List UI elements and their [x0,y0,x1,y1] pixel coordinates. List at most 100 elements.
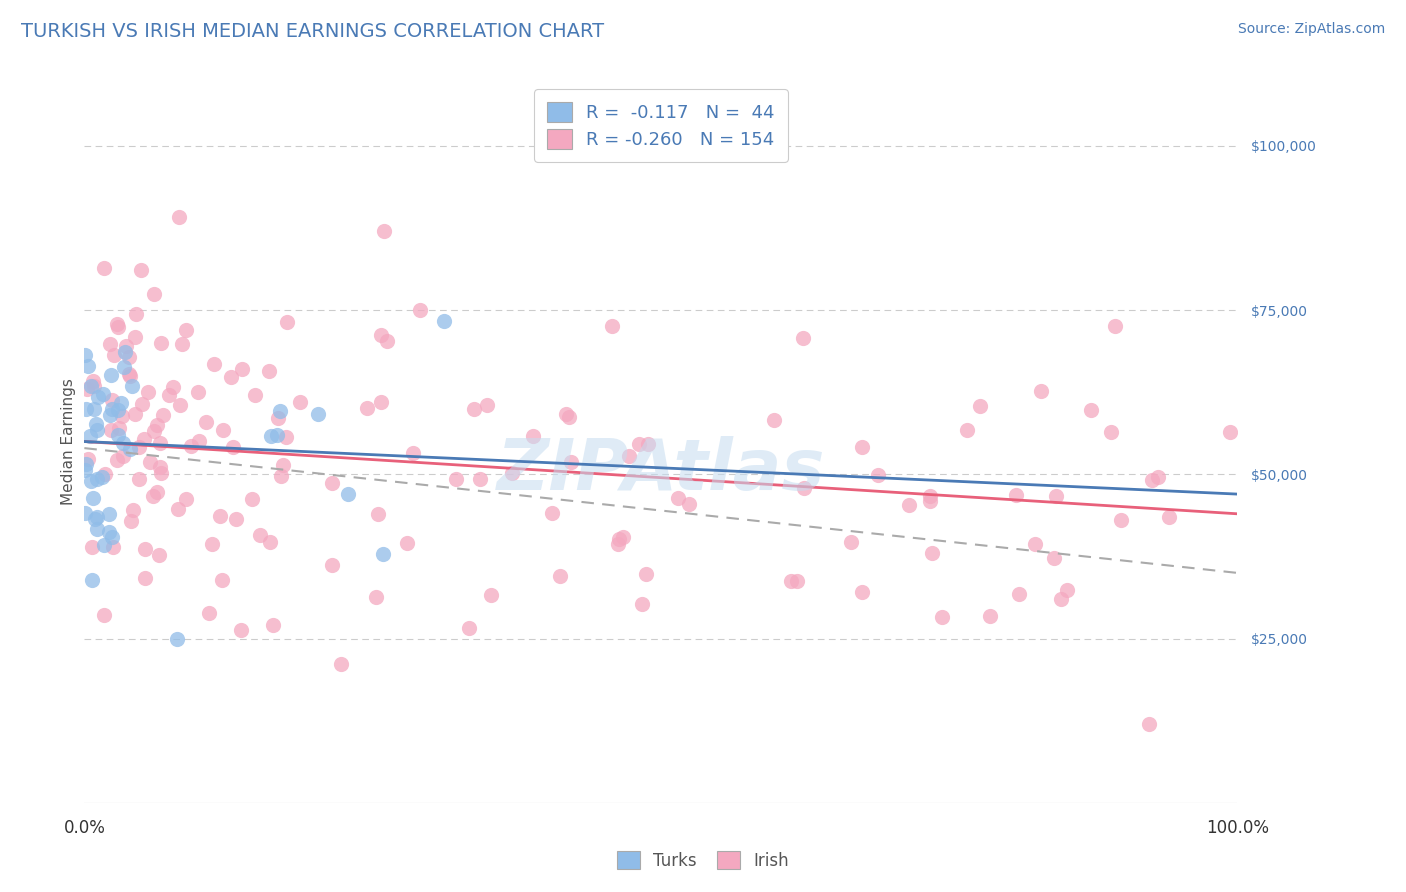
Point [600,318,623,333]
Point [120,514,142,528]
Point [257,364,280,378]
Point [146,418,169,433]
Point [91,387,114,401]
Point [166,501,188,516]
Point [83,401,105,416]
Point [1024,537,1046,551]
Point [457,621,479,635]
Point [142,424,165,438]
Point [136,384,159,399]
Point [259,535,281,549]
Point [152,409,174,423]
Point [921,546,943,560]
Point [249,527,271,541]
Point [124,407,146,421]
Point [100,368,122,383]
Point [219,370,242,384]
Point [792,331,814,345]
Point [969,400,991,414]
Y-axis label: Median Earnings: Median Earnings [60,378,76,505]
Point [276,315,298,329]
Point [114,345,136,359]
Point [540,506,562,520]
Point [83,379,105,393]
Point [139,455,162,469]
Point [86,417,108,431]
Point [1137,717,1160,731]
Point [79,378,101,392]
Point [86,423,108,437]
Point [122,503,145,517]
Point [468,473,491,487]
Point [307,408,329,422]
Point [107,403,129,417]
Point [134,571,156,585]
Point [678,497,700,511]
Point [75,457,97,471]
Point [839,535,862,549]
Point [1008,587,1031,601]
Point [76,383,98,397]
Point [111,449,134,463]
Point [169,398,191,412]
Point [86,522,108,536]
Point [118,367,141,381]
Point [1147,469,1170,483]
Point [84,511,107,525]
Point [162,379,184,393]
Point [366,590,388,604]
Point [80,574,103,588]
Point [108,420,131,434]
Point [103,348,125,362]
Point [98,507,121,521]
Point [475,398,498,412]
Point [1049,592,1071,607]
Point [270,468,292,483]
Point [329,657,352,672]
Point [222,440,245,454]
Text: ZIPAtlas: ZIPAtlas [496,436,825,505]
Point [1080,402,1102,417]
Point [91,470,114,484]
Point [288,395,311,409]
Point [637,437,659,451]
Point [1029,384,1052,399]
Point [666,491,689,505]
Point [274,430,297,444]
Point [82,540,104,554]
Point [100,401,122,416]
Point [271,458,294,472]
Point [209,508,232,523]
Point [79,429,101,443]
Point [402,446,425,460]
Point [636,566,658,581]
Point [627,436,650,450]
Point [1104,319,1126,334]
Point [560,454,582,468]
Point [548,568,571,582]
Point [172,337,194,351]
Point [260,429,283,443]
Point [793,481,815,495]
Legend: R =  -0.117   N =  44, R = -0.260   N = 154: R = -0.117 N = 44, R = -0.260 N = 154 [534,89,787,161]
Point [94,467,117,481]
Point [375,334,398,348]
Point [868,468,890,483]
Point [612,531,634,545]
Point [1099,425,1122,439]
Point [1219,425,1241,439]
Point [149,335,172,350]
Point [111,409,134,424]
Point [75,401,97,416]
Point [373,224,395,238]
Point [105,453,128,467]
Point [148,548,170,562]
Point [195,415,218,429]
Point [101,392,124,407]
Point [786,574,808,588]
Point [188,434,211,449]
Point [75,463,97,477]
Point [356,401,378,415]
Point [779,574,801,588]
Point [979,609,1001,624]
